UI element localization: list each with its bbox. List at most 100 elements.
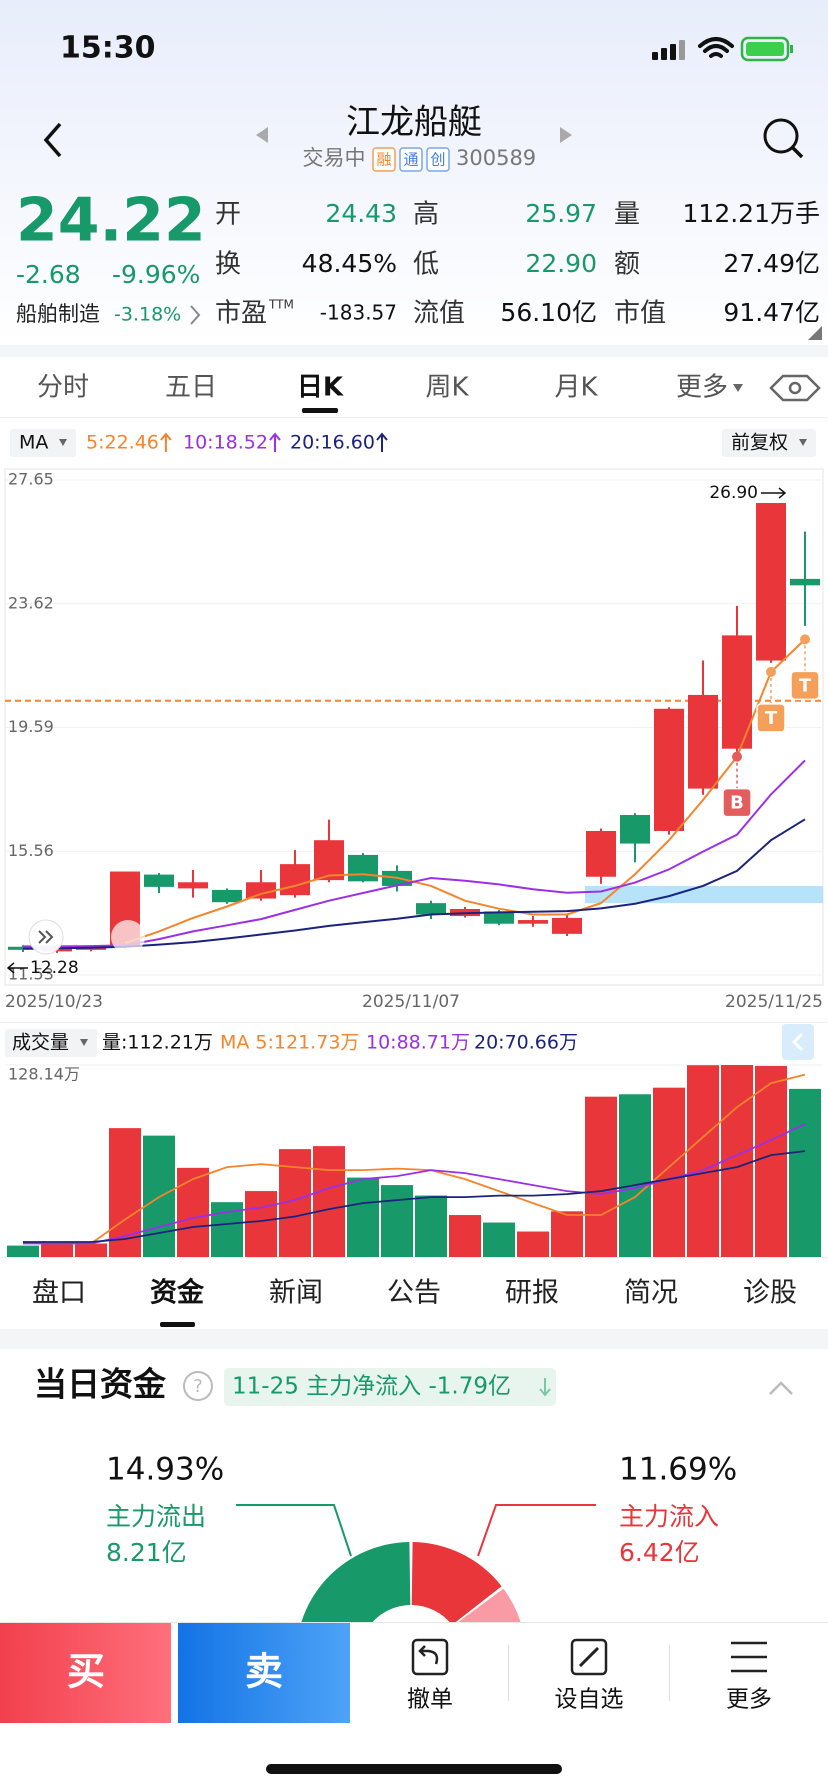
signal-label: T: [799, 675, 812, 696]
adjust-label[interactable]: 前复权: [731, 432, 788, 454]
outflow-label: 主力流出: [106, 1502, 206, 1531]
info-tab[interactable]: 简况: [624, 1278, 678, 1309]
signal-box: [722, 787, 752, 818]
volume-bar: [415, 1195, 447, 1257]
sector-chevron[interactable]: [190, 305, 201, 325]
divider: [0, 1257, 828, 1258]
y-tick-label: 27.65: [8, 470, 54, 489]
buy-button[interactable]: [0, 1623, 171, 1723]
search-button[interactable]: [763, 118, 804, 159]
icon-glyph[interactable]: [731, 1641, 767, 1673]
period-tab[interactable]: 五日: [165, 373, 217, 403]
volume-bar: [7, 1245, 39, 1257]
ma-line: [22, 818, 806, 950]
signal-label: B: [730, 793, 744, 814]
stat-label: 低: [413, 250, 439, 280]
back-button[interactable]: [43, 122, 62, 158]
period-tab[interactable]: 分时: [37, 373, 89, 403]
stat-value: 112.21万手: [683, 199, 820, 228]
action-label[interactable]: 撤单: [407, 1687, 453, 1713]
settings-icon[interactable]: [788, 381, 802, 395]
stat-label: 开: [215, 200, 241, 230]
low-annotation: 12.28: [30, 958, 79, 978]
search-icon[interactable]: [791, 146, 804, 159]
info-tab[interactable]: 研报: [505, 1278, 559, 1309]
badge-frame: [426, 147, 450, 172]
candle-body: [280, 864, 310, 896]
scroll-icon: [38, 930, 54, 944]
search-icon[interactable]: [763, 118, 799, 154]
stat-label: 换: [215, 250, 241, 280]
sell-label[interactable]: 卖: [245, 1650, 283, 1694]
period-tab[interactable]: 更多: [676, 373, 728, 403]
more-icon[interactable]: [731, 1641, 767, 1673]
cancel-order-icon[interactable]: [411, 1638, 449, 1676]
y-tick-label: 15.56: [8, 841, 54, 860]
ma-legend-item: 5:22.46: [86, 432, 159, 454]
period-tab[interactable]: 日K: [297, 373, 344, 403]
inflow-pct: 11.69%: [619, 1452, 737, 1488]
x-tick-label: 2025/11/25: [725, 992, 823, 1012]
volume-title[interactable]: 成交量: [12, 1032, 69, 1054]
sector-name[interactable]: 船舶制造: [16, 302, 100, 326]
ma-selector[interactable]: [10, 429, 76, 457]
adjust-selector[interactable]: [722, 429, 816, 457]
icon-glyph[interactable]: [578, 1646, 600, 1668]
volume-selector[interactable]: [5, 1029, 97, 1057]
info-tab[interactable]: 盘口: [32, 1278, 86, 1309]
fund-summary-chip: [224, 1368, 556, 1406]
stat-label: 额: [614, 250, 640, 280]
icon-glyph[interactable]: [418, 1645, 439, 1665]
candle-chart: 27.65 23.62 19.59 15.56 11.53 2025/10/23 2025/…: [5, 470, 823, 1012]
info-tab[interactable]: 新闻: [269, 1278, 323, 1309]
divider: [0, 1622, 828, 1623]
stat-sup: TTM: [268, 298, 294, 312]
action-label[interactable]: 更多: [726, 1687, 772, 1713]
volume-bar: [619, 1094, 651, 1257]
icon-frame[interactable]: [570, 1638, 608, 1676]
outflow-pct: 14.93%: [106, 1452, 224, 1488]
volume-bar: [517, 1231, 549, 1257]
stat-label: 高: [413, 200, 439, 230]
high-annotation: 26.90: [709, 483, 758, 503]
info-tab[interactable]: 资金: [150, 1277, 205, 1309]
period-tab[interactable]: 月K: [554, 373, 598, 403]
stock-name: 江龙船艇: [346, 103, 482, 143]
help-icon-glyph: ?: [193, 1376, 203, 1397]
volume-legend-item: MA 5:121.73万: [220, 1032, 359, 1054]
signal-bar: [652, 52, 658, 60]
down-arrow-icon: [539, 1378, 551, 1397]
info-tab[interactable]: 诊股: [743, 1278, 797, 1309]
price-zone: [585, 885, 823, 904]
prev-stock[interactable]: [256, 127, 268, 143]
action-label[interactable]: 设自选: [555, 1687, 624, 1713]
chart-settings[interactable]: [769, 374, 821, 402]
trend-arrow: [160, 432, 172, 452]
signal-label: T: [765, 708, 778, 729]
collapse-button[interactable]: [782, 1024, 814, 1060]
collapse-icon[interactable]: [791, 1032, 804, 1052]
leader-line: [236, 1504, 352, 1557]
info-tab[interactable]: 公告: [387, 1278, 441, 1309]
help-icon[interactable]: [183, 1371, 213, 1401]
next-stock[interactable]: [560, 127, 572, 143]
collapse-chevron[interactable]: [769, 1381, 793, 1395]
active-tab-underline: [160, 1322, 195, 1327]
candle-body: [688, 694, 718, 789]
icon-frame[interactable]: [411, 1638, 449, 1676]
settings-icon[interactable]: [769, 374, 821, 402]
y-tick-label: 23.62: [8, 593, 54, 612]
period-tab[interactable]: 周K: [425, 373, 469, 403]
watchlist-icon[interactable]: [570, 1638, 608, 1676]
ma-label[interactable]: MA: [19, 432, 48, 454]
last-price: 24.22: [16, 186, 206, 256]
volume-current: 量:112.21万: [102, 1032, 213, 1054]
volume-bar: [653, 1087, 685, 1257]
badge-frame: [399, 147, 423, 172]
buy-label[interactable]: 买: [67, 1650, 105, 1694]
corner-mark: [808, 326, 822, 340]
sell-button[interactable]: [178, 1623, 350, 1723]
candle-body: [620, 815, 650, 844]
volume-bar: [789, 1088, 821, 1257]
candle-body: [178, 882, 208, 889]
